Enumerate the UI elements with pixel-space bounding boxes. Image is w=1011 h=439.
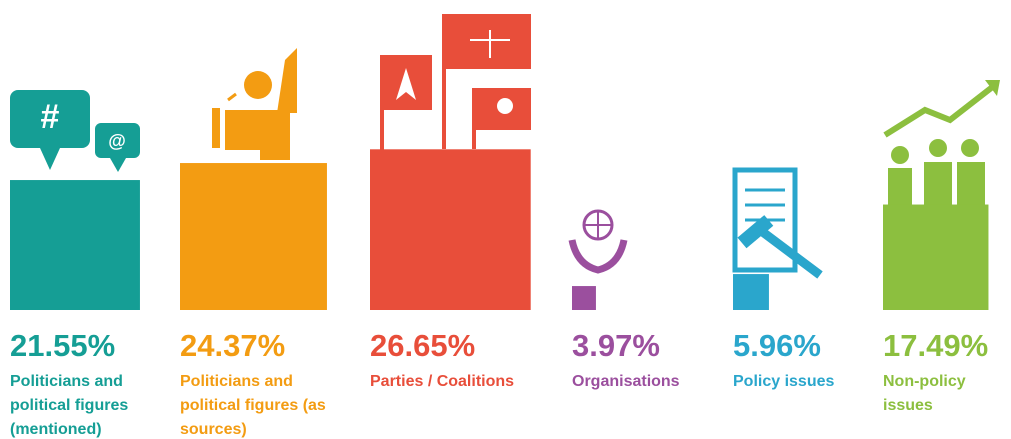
category-label: Organisations: [572, 373, 680, 390]
svg-text:#: #: [41, 98, 60, 136]
bar: [370, 149, 531, 310]
value-label: 21.55%: [10, 328, 116, 363]
category-label: Non-policy issues: [883, 373, 966, 414]
value-label: 24.37%: [180, 328, 286, 363]
category-label: Parties / Coalitions: [370, 373, 515, 390]
bar: [572, 286, 596, 310]
bar: [733, 274, 769, 310]
value-label: 26.65%: [370, 328, 476, 363]
category-label: Politicians and political figures (menti…: [10, 373, 129, 438]
bar: [180, 163, 327, 310]
category-label: Policy issues: [733, 373, 835, 390]
bar: [883, 204, 989, 310]
value-label: 17.49%: [883, 328, 989, 363]
bar: [10, 180, 140, 310]
category-label: Politicians and political figures (as so…: [180, 373, 326, 438]
value-label: 5.96%: [733, 328, 821, 363]
icons: # @: [10, 14, 1000, 279]
svg-text:@: @: [108, 131, 126, 151]
value-label: 3.97%: [572, 328, 660, 363]
